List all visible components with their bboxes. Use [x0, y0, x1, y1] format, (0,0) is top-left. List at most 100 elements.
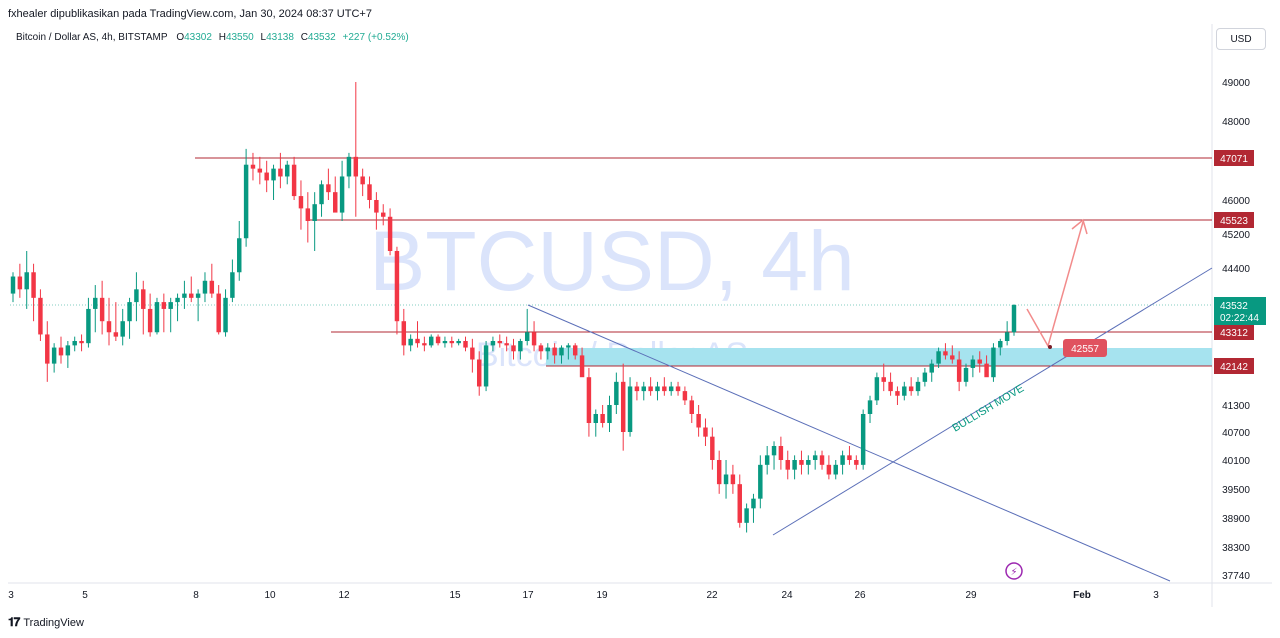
candle-body — [552, 347, 557, 356]
y-tick-label: 49000 — [1222, 78, 1250, 89]
candle-body — [682, 391, 688, 401]
candle-body — [182, 293, 187, 298]
candle-body — [195, 293, 201, 298]
candle-body — [881, 377, 886, 382]
candle-body — [943, 351, 948, 356]
bullish-move-annotation: BULLISH MOVE — [950, 382, 1026, 434]
candle-body — [648, 386, 653, 392]
candle-body — [607, 405, 612, 423]
candle-body — [435, 336, 441, 344]
demand-zone — [546, 348, 1212, 366]
candle-body — [716, 460, 722, 485]
level-price-label: 42142 — [1220, 362, 1248, 373]
candle-body — [895, 391, 900, 396]
candle-body — [24, 272, 29, 290]
x-tick-label: 15 — [449, 590, 461, 601]
y-tick-label: 40700 — [1222, 428, 1250, 439]
candle-body — [634, 386, 640, 392]
projection-point — [1048, 345, 1052, 349]
candle-body — [586, 377, 592, 423]
candle-body — [428, 336, 434, 346]
candle-body — [799, 460, 804, 465]
candle-body — [744, 508, 749, 523]
tradingview-logo-icon: 𝟏𝟕 — [8, 615, 20, 629]
candle-body — [72, 341, 77, 346]
candle-body — [915, 381, 921, 392]
candle-body — [360, 176, 365, 185]
candle-body — [518, 341, 523, 352]
candle-body — [970, 359, 976, 368]
candle-body — [703, 427, 708, 437]
candle-body — [31, 272, 36, 298]
level-price-tag — [1214, 150, 1254, 166]
y-tick-label: 38300 — [1222, 543, 1250, 554]
y-tick-label: 46000 — [1222, 196, 1250, 207]
y-tick-label: 41300 — [1222, 401, 1250, 412]
candle-body — [545, 347, 551, 352]
candle-body — [524, 332, 530, 342]
candle-body — [662, 386, 667, 392]
x-tick-label: 26 — [854, 590, 866, 601]
candle-body — [271, 168, 276, 181]
candle-body — [326, 184, 331, 193]
candle-body — [751, 498, 756, 509]
candle-body — [833, 464, 838, 475]
candle-body — [504, 343, 509, 346]
candle-body — [264, 172, 269, 181]
candle-body — [668, 386, 674, 392]
candle-body — [58, 347, 64, 356]
candle-body — [854, 460, 859, 465]
countdown-label: 02:22:44 — [1220, 313, 1259, 324]
candle-body — [367, 184, 372, 200]
candle-body — [127, 302, 132, 322]
level-price-label: 45523 — [1220, 216, 1248, 227]
last-price-label: 43532 — [1220, 301, 1248, 312]
candle-body — [305, 208, 311, 221]
candle-body — [936, 351, 941, 364]
candle-body — [147, 308, 153, 333]
candle-body — [237, 238, 242, 273]
level-price-label: 47071 — [1220, 154, 1248, 165]
candle-body — [984, 363, 989, 378]
candle-body — [298, 196, 304, 209]
candle-body — [175, 297, 180, 303]
candle-body — [1004, 332, 1010, 342]
candle-body — [977, 359, 982, 364]
candle-body — [422, 343, 427, 346]
candle-body — [456, 341, 461, 344]
candle-body — [826, 464, 832, 475]
candle-body — [785, 460, 790, 470]
currency-button[interactable]: USD — [1216, 28, 1266, 50]
candle-body — [387, 216, 393, 251]
candle-body — [998, 341, 1003, 348]
candle-body — [860, 414, 866, 465]
candle-body — [771, 446, 777, 456]
change-value: +227 (+0.52%) — [342, 32, 409, 43]
candle-body — [840, 455, 845, 465]
candle-body — [99, 297, 105, 322]
x-tick-label: 22 — [706, 590, 718, 601]
candle-body — [38, 297, 43, 335]
x-tick-label: 19 — [596, 590, 608, 601]
open-label: O — [176, 32, 185, 43]
candle-body — [353, 156, 359, 177]
candle-body — [141, 289, 146, 309]
projection-arrowhead-icon — [1071, 218, 1088, 235]
candle-body — [346, 156, 352, 177]
candle-body — [902, 386, 907, 396]
projection-label-bg — [1063, 339, 1107, 357]
y-tick-label: 48000 — [1222, 117, 1250, 128]
candle-body — [922, 372, 928, 382]
candle-body — [476, 359, 482, 387]
level-price-tag — [1214, 324, 1254, 340]
candle-body — [93, 297, 98, 309]
candle-body — [257, 168, 263, 173]
candle-body — [209, 280, 215, 294]
candle-body — [394, 251, 400, 322]
x-tick-label: 29 — [965, 590, 977, 601]
y-tick-label: 44400 — [1222, 264, 1250, 275]
candle-body — [470, 347, 475, 360]
low-value: 43138 — [266, 32, 294, 43]
projection-label: 42557 — [1071, 344, 1099, 355]
